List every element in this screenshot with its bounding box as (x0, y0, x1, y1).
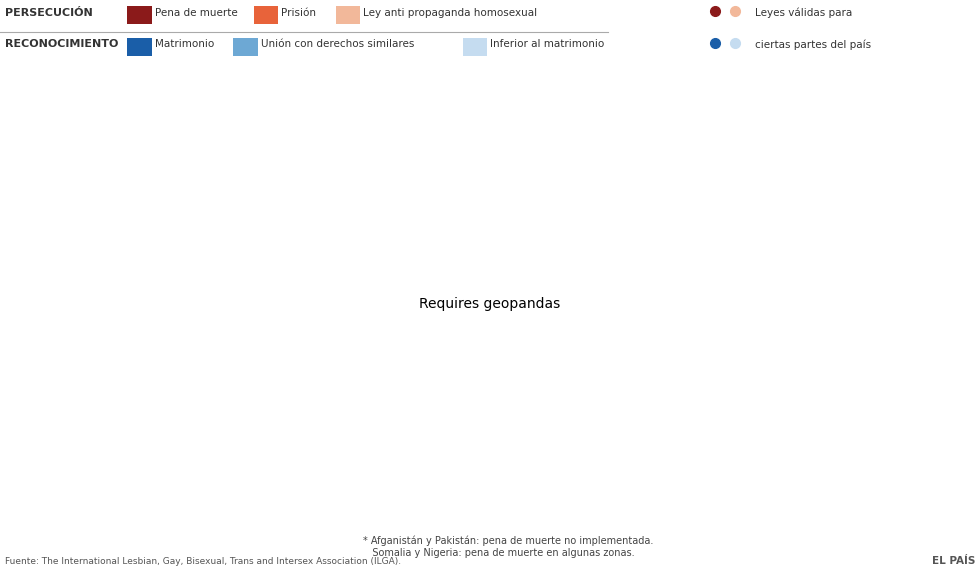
FancyBboxPatch shape (335, 6, 361, 24)
Text: Inferior al matrimonio: Inferior al matrimonio (490, 39, 605, 49)
Text: PERSECUCIÓN: PERSECUCIÓN (5, 7, 93, 18)
Text: Fuente: The International Lesbian, Gay, Bisexual, Trans and Intersex Association: Fuente: The International Lesbian, Gay, … (5, 557, 401, 566)
Text: * Afganistán y Pakistán: pena de muerte no implementada.
   Somalia y Nigeria: p: * Afganistán y Pakistán: pena de muerte … (363, 536, 653, 558)
FancyBboxPatch shape (127, 38, 152, 56)
Text: Prisión: Prisión (281, 7, 317, 18)
Text: Unión con derechos similares: Unión con derechos similares (261, 39, 415, 49)
FancyBboxPatch shape (233, 38, 258, 56)
Text: Ley anti propaganda homosexual: Ley anti propaganda homosexual (364, 7, 537, 18)
Text: EL PAÍS: EL PAÍS (932, 556, 975, 566)
FancyBboxPatch shape (463, 38, 487, 56)
Text: Leyes válidas para: Leyes válidas para (755, 7, 852, 18)
Text: Requires geopandas: Requires geopandas (419, 297, 561, 310)
Text: ciertas partes del país: ciertas partes del país (755, 39, 870, 49)
Text: Pena de muerte: Pena de muerte (155, 7, 237, 18)
Text: RECONOCIMIENTO: RECONOCIMIENTO (5, 39, 119, 49)
FancyBboxPatch shape (127, 6, 152, 24)
Text: Matrimonio: Matrimonio (155, 39, 214, 49)
FancyBboxPatch shape (254, 6, 278, 24)
